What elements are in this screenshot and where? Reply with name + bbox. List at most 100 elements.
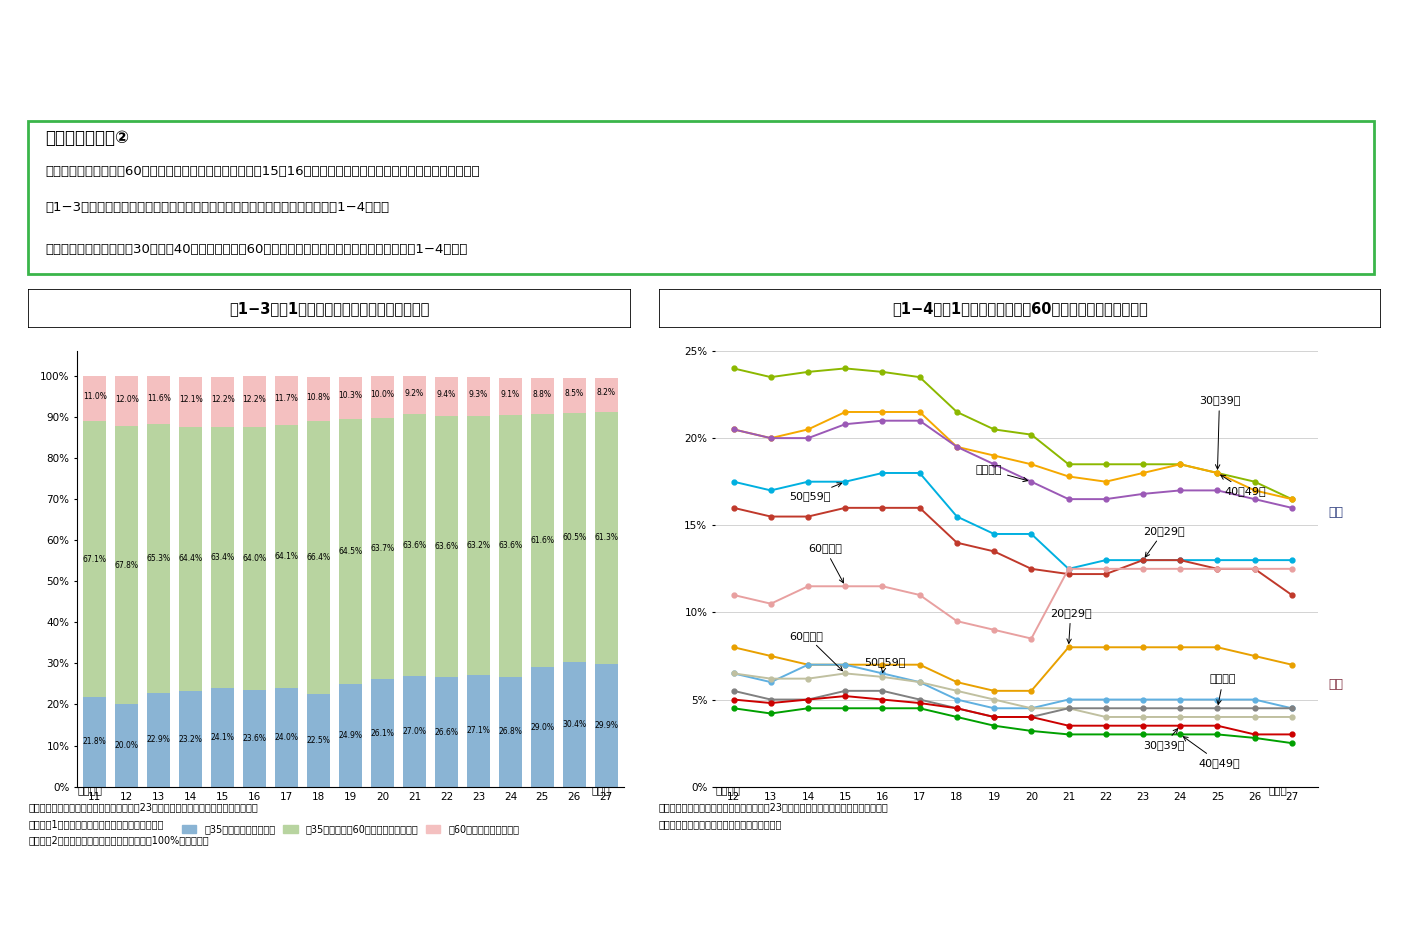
Text: 9.4%: 9.4% [437, 390, 456, 399]
Text: 11.0%: 11.0% [83, 392, 107, 401]
Text: （年）: （年） [1269, 785, 1287, 795]
Text: 21.8%: 21.8% [83, 737, 107, 747]
Bar [147, 693, 170, 787]
Bar [115, 425, 139, 705]
Text: 第1−4図　1週間の就業時間が60時間以上の就業者の割合: 第1−4図 1週間の就業時間が60時間以上の就業者の割合 [892, 301, 1148, 316]
Text: （平成）: （平成） [77, 785, 102, 795]
Bar [594, 378, 618, 412]
Bar [531, 668, 554, 787]
Text: 23.6%: 23.6% [243, 734, 266, 743]
Text: 第１章  過労死等の現状: 第１章 過労死等の現状 [622, 16, 780, 39]
Bar [275, 425, 299, 688]
Text: （注）　1．非農林業雇用者について作成したもの: （注） 1．非農林業雇用者について作成したもの [28, 818, 164, 829]
Text: 24.0%: 24.0% [275, 733, 299, 742]
Text: 63.2%: 63.2% [467, 541, 491, 550]
Bar [372, 418, 394, 680]
Bar [115, 376, 139, 425]
Text: 20〜29歳: 20〜29歳 [1143, 526, 1185, 557]
Bar [275, 688, 299, 787]
Bar [115, 705, 139, 787]
Text: 12.1%: 12.1% [178, 395, 202, 404]
Text: 12.0%: 12.0% [115, 395, 139, 403]
Text: 29.0%: 29.0% [530, 722, 554, 732]
Bar [212, 377, 234, 427]
Bar [307, 377, 329, 421]
Text: 労働時間の状況②: 労働時間の状況② [45, 129, 129, 147]
Text: 10.8%: 10.8% [307, 393, 331, 401]
Text: 63.7%: 63.7% [370, 544, 394, 553]
Bar [243, 690, 266, 787]
Bar [339, 419, 362, 684]
Text: 24.1%: 24.1% [210, 733, 234, 742]
Bar [275, 376, 299, 425]
Bar [147, 376, 170, 425]
Text: 8.2%: 8.2% [597, 388, 615, 398]
Bar [499, 415, 522, 677]
Text: 64.4%: 64.4% [178, 555, 203, 563]
Text: 2．就業時間不詳の者がいるため、計100%とならない: 2．就業時間不詳の者がいるため、計100%とならない [28, 835, 209, 845]
Text: 男性: 男性 [1328, 506, 1343, 519]
Text: 64.1%: 64.1% [275, 552, 299, 560]
Text: 61.3%: 61.3% [594, 533, 618, 542]
Text: 24.9%: 24.9% [338, 731, 363, 740]
Text: 22.5%: 22.5% [307, 735, 331, 745]
Text: 第１節  過労死等の現状: 第１節 過労死等の現状 [641, 67, 761, 86]
Bar [243, 376, 266, 426]
Bar [339, 684, 362, 787]
Text: 63.6%: 63.6% [402, 541, 426, 549]
Text: 9.2%: 9.2% [405, 389, 423, 398]
Bar [339, 377, 362, 419]
Bar [435, 377, 458, 416]
Text: 1−3図）、性別、年齢層別に見ても就業者の割合は概ね減少傾向にある（第1−4図）。: 1−3図）、性別、年齢層別に見ても就業者の割合は概ね減少傾向にある（第1−4図）… [45, 201, 390, 214]
Bar [402, 376, 426, 414]
FancyBboxPatch shape [28, 121, 1374, 275]
Text: 67.1%: 67.1% [83, 555, 107, 563]
Text: 63.6%: 63.6% [498, 541, 523, 550]
Bar [594, 412, 618, 664]
Text: 50〜59歳: 50〜59歳 [789, 483, 841, 501]
Bar [435, 678, 458, 787]
Bar [499, 677, 522, 787]
Bar [531, 414, 554, 668]
Bar [562, 413, 586, 662]
Text: 63.4%: 63.4% [210, 553, 234, 561]
Text: 10.3%: 10.3% [338, 392, 363, 400]
Bar [243, 426, 266, 690]
Text: 50〜59歳: 50〜59歳 [864, 656, 906, 672]
Text: 40〜49歳: 40〜49歳 [1183, 736, 1241, 768]
Text: 60歳以上: 60歳以上 [808, 544, 844, 583]
Bar [307, 421, 329, 695]
Text: 30〜39歳: 30〜39歳 [1199, 396, 1241, 469]
Text: 9.3%: 9.3% [468, 390, 488, 398]
Bar [594, 664, 618, 787]
Text: 11.6%: 11.6% [147, 394, 171, 403]
Bar [562, 662, 586, 787]
Text: 12.2%: 12.2% [243, 395, 266, 404]
Text: 27.1%: 27.1% [467, 726, 491, 735]
Text: ＞性別、年齢層別には、30歳代、40歳代の男性で週60時間以上就業している者の割合が高い（第1−4図）。: ＞性別、年齢層別には、30歳代、40歳代の男性で週60時間以上就業している者の割… [45, 244, 468, 256]
FancyBboxPatch shape [28, 289, 631, 328]
Text: 8.5%: 8.5% [565, 389, 583, 398]
Text: 9.1%: 9.1% [501, 390, 520, 398]
FancyBboxPatch shape [659, 289, 1381, 328]
Bar [467, 675, 489, 787]
Bar [467, 415, 489, 675]
Text: 60歳以上: 60歳以上 [789, 630, 843, 670]
Text: 第1−3図　1週間の就業時間別の雇用者の割合: 第1−3図 1週間の就業時間別の雇用者の割合 [230, 301, 429, 316]
Text: 女性: 女性 [1328, 678, 1343, 691]
Text: （資料出所）総務省「労働力調査」（平成23年は岩手県、宮城県及び福島県を除く）: （資料出所）総務省「労働力調査」（平成23年は岩手県、宮城県及び福島県を除く） [28, 802, 258, 812]
Text: （年）: （年） [592, 785, 610, 795]
Bar [372, 680, 394, 787]
Bar [402, 414, 426, 676]
Text: ＞１週間の就業時間が60時間以上の雇用者の割合は、平成15、16年をピークとして概ね緩やかに減少しており（第: ＞１週間の就業時間が60時間以上の雇用者の割合は、平成15、16年をピークとして… [45, 166, 479, 178]
Text: 8.8%: 8.8% [533, 390, 552, 398]
Text: 30.4%: 30.4% [562, 720, 586, 729]
Bar [212, 688, 234, 787]
Text: 20.0%: 20.0% [115, 741, 139, 750]
Bar [402, 676, 426, 787]
Text: 61.6%: 61.6% [530, 536, 554, 546]
Text: （注）非農林業就業者数について作成したもの: （注）非農林業就業者数について作成したもの [659, 818, 782, 829]
Text: 女性全体: 女性全体 [1210, 674, 1237, 705]
Text: 26.1%: 26.1% [370, 729, 394, 737]
Text: 40〜49歳: 40〜49歳 [1221, 475, 1266, 496]
